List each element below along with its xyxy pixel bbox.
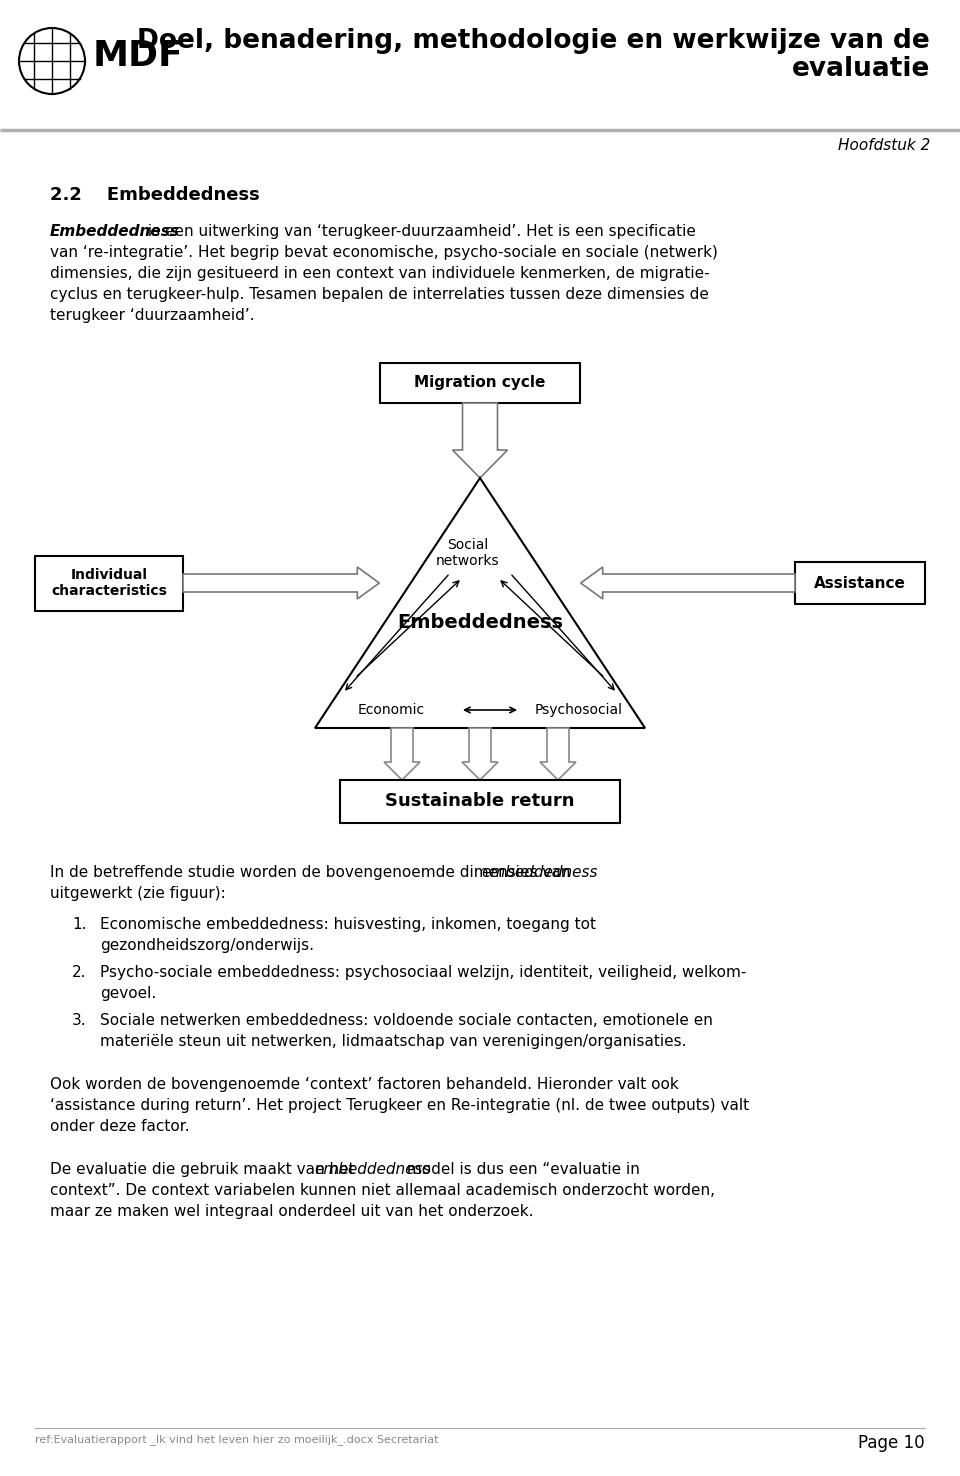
Text: dimensies, die zijn gesitueerd in een context van individuele kenmerken, de migr: dimensies, die zijn gesitueerd in een co… bbox=[50, 266, 709, 280]
Text: terugkeer ‘duurzaamheid’.: terugkeer ‘duurzaamheid’. bbox=[50, 308, 254, 323]
Text: van ‘re-integratie’. Het begrip bevat economische, psycho-sociale en sociale (ne: van ‘re-integratie’. Het begrip bevat ec… bbox=[50, 245, 718, 260]
Bar bbox=[795, 562, 925, 604]
Text: 1.: 1. bbox=[72, 917, 86, 931]
Text: Individual
characteristics: Individual characteristics bbox=[51, 568, 167, 598]
Text: Ook worden de bovengenoemde ‘context’ factoren behandeld. Hieronder valt ook: Ook worden de bovengenoemde ‘context’ fa… bbox=[50, 1077, 679, 1092]
Polygon shape bbox=[540, 728, 576, 779]
Text: embeddedness: embeddedness bbox=[481, 865, 597, 880]
Text: Psychosocial: Psychosocial bbox=[535, 703, 623, 717]
Text: context”. De context variabelen kunnen niet allemaal academisch onderzocht worde: context”. De context variabelen kunnen n… bbox=[50, 1182, 715, 1199]
Text: Psycho-sociale embeddedness: psychosociaal welzijn, identiteit, veiligheid, welk: Psycho-sociale embeddedness: psychosocia… bbox=[100, 965, 746, 980]
Text: Embeddedness: Embeddedness bbox=[397, 614, 563, 633]
Text: cyclus en terugkeer-hulp. Tesamen bepalen de interrelaties tussen deze dimensies: cyclus en terugkeer-hulp. Tesamen bepale… bbox=[50, 286, 708, 303]
Bar bbox=[380, 363, 580, 403]
Polygon shape bbox=[315, 478, 645, 728]
Bar bbox=[340, 779, 620, 824]
Text: Economic: Economic bbox=[358, 703, 425, 717]
Text: Assistance: Assistance bbox=[814, 576, 906, 590]
Text: Embeddedness: Embeddedness bbox=[50, 224, 180, 239]
Polygon shape bbox=[462, 728, 498, 779]
Text: Hoofdstuk 2: Hoofdstuk 2 bbox=[838, 137, 930, 154]
Bar bbox=[35, 555, 183, 611]
Text: ref:Evaluatierapport _Ik vind het leven hier zo moeilijk_.docx Secretariat: ref:Evaluatierapport _Ik vind het leven … bbox=[35, 1435, 439, 1445]
Text: Economische embeddedness: huisvesting, inkomen, toegang tot: Economische embeddedness: huisvesting, i… bbox=[100, 917, 596, 931]
Polygon shape bbox=[183, 567, 379, 599]
Polygon shape bbox=[452, 403, 508, 478]
Text: Social
networks: Social networks bbox=[436, 537, 500, 568]
Text: MDF: MDF bbox=[93, 38, 183, 72]
Text: Sustainable return: Sustainable return bbox=[385, 793, 575, 810]
Text: is een uitwerking van ‘terugkeer-duurzaamheid’. Het is een specificatie: is een uitwerking van ‘terugkeer-duurzaa… bbox=[143, 224, 696, 239]
Polygon shape bbox=[581, 567, 795, 599]
Text: 2.2    Embeddedness: 2.2 Embeddedness bbox=[50, 186, 260, 204]
Text: Sociale netwerken embeddedness: voldoende sociale contacten, emotionele en: Sociale netwerken embeddedness: voldoend… bbox=[100, 1013, 713, 1027]
Text: onder deze factor.: onder deze factor. bbox=[50, 1119, 190, 1134]
Text: gevoel.: gevoel. bbox=[100, 986, 156, 1001]
Text: 3.: 3. bbox=[72, 1013, 86, 1027]
Text: 2.: 2. bbox=[72, 965, 86, 980]
Text: gezondheidszorg/onderwijs.: gezondheidszorg/onderwijs. bbox=[100, 939, 314, 953]
Text: In de betreffende studie worden de bovengenoemde dimensies van: In de betreffende studie worden de boven… bbox=[50, 865, 575, 880]
Text: uitgewerkt (zie figuur):: uitgewerkt (zie figuur): bbox=[50, 886, 226, 900]
Text: embeddedness: embeddedness bbox=[314, 1162, 430, 1176]
Text: De evaluatie die gebruik maakt van het: De evaluatie die gebruik maakt van het bbox=[50, 1162, 359, 1176]
Text: maar ze maken wel integraal onderdeel uit van het onderzoek.: maar ze maken wel integraal onderdeel ui… bbox=[50, 1204, 534, 1219]
Text: materiële steun uit netwerken, lidmaatschap van verenigingen/organisaties.: materiële steun uit netwerken, lidmaatsc… bbox=[100, 1035, 686, 1049]
Text: ‘assistance during return’. Het project Terugkeer en Re-integratie (nl. de twee : ‘assistance during return’. Het project … bbox=[50, 1098, 749, 1113]
Text: Page 10: Page 10 bbox=[858, 1435, 925, 1452]
Text: Doel, benadering, methodologie en werkwijze van de: Doel, benadering, methodologie en werkwi… bbox=[137, 28, 930, 55]
Text: evaluatie: evaluatie bbox=[792, 56, 930, 83]
Polygon shape bbox=[384, 728, 420, 779]
Text: Migration cycle: Migration cycle bbox=[415, 375, 545, 391]
Text: model is dus een “evaluatie in: model is dus een “evaluatie in bbox=[402, 1162, 640, 1176]
